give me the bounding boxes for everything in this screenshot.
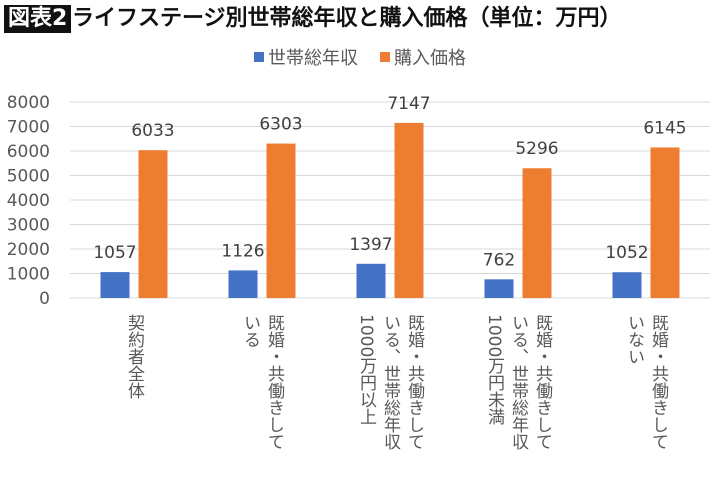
y-tick-label: 5000 xyxy=(7,167,50,187)
legend-item-price: 購入価格 xyxy=(380,44,466,70)
legend-label-income: 世帯総年収 xyxy=(268,48,358,69)
y-tick-label: 2000 xyxy=(7,240,50,260)
bar-income xyxy=(100,272,130,298)
legend-item-income: 世帯総年収 xyxy=(254,44,358,70)
x-category-label: 既婚・共働きして いない xyxy=(624,314,668,450)
data-label: 7147 xyxy=(387,94,430,114)
y-tick-label: 4000 xyxy=(7,191,50,211)
data-label: 762 xyxy=(483,250,515,270)
legend-swatch-income xyxy=(254,52,264,62)
legend-swatch-price xyxy=(380,52,390,62)
y-tick-label: 0 xyxy=(39,289,50,309)
y-tick-label: 6000 xyxy=(7,142,50,162)
bar-income xyxy=(484,279,514,298)
bar-price xyxy=(650,147,680,298)
x-category-label: 既婚・共働きして いる、世帯総年収 1000万円未満 xyxy=(484,314,552,450)
chart-title: ライフステージ別世帯総年収と購入価格（単位：万円） xyxy=(72,6,622,31)
bar-income xyxy=(228,270,258,298)
data-label: 6303 xyxy=(259,115,302,135)
data-label: 1052 xyxy=(605,243,648,263)
bar-price xyxy=(266,143,296,298)
bar-price xyxy=(138,150,168,298)
data-label: 6033 xyxy=(131,121,174,141)
x-category-label: 既婚・共働きして いる、世帯総年収 1000万円以上 xyxy=(356,314,424,450)
bar-income xyxy=(356,263,386,298)
legend: 世帯総年収 購入価格 xyxy=(0,44,720,70)
data-label: 1057 xyxy=(93,243,136,263)
bar-income xyxy=(612,272,642,298)
y-tick-label: 1000 xyxy=(7,265,50,285)
figure-badge: 図表2 xyxy=(4,5,72,33)
bar-price xyxy=(394,122,424,298)
y-tick-label: 8000 xyxy=(7,93,50,113)
y-tick-label: 7000 xyxy=(7,118,50,138)
data-label: 5296 xyxy=(515,139,558,159)
bar-price xyxy=(522,168,552,298)
x-category-label: 既婚・共働きして いる xyxy=(240,314,284,450)
data-label: 1397 xyxy=(349,235,392,255)
legend-label-price: 購入価格 xyxy=(394,48,466,69)
data-label: 6145 xyxy=(643,118,686,138)
x-category-label: 契約者全体 xyxy=(124,314,144,399)
data-label: 1126 xyxy=(221,241,264,261)
y-tick-label: 3000 xyxy=(7,216,50,236)
